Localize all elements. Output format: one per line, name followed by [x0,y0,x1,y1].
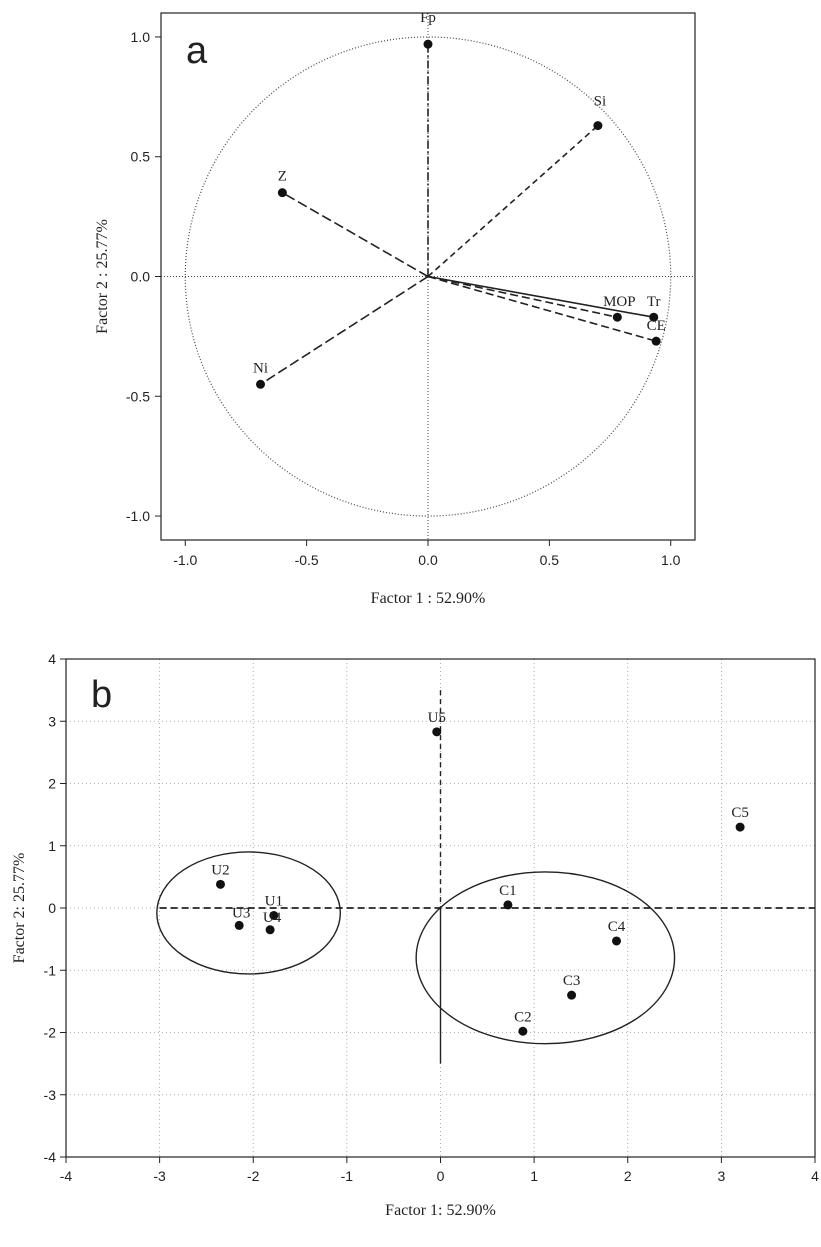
x-tick-label: -0.5 [295,552,319,568]
panel-a-loading-plot: -1.0 -0.5 0.0 0.5 1.0 1.0 0.5 0.0 -0.5 -1.0 Fp Si Z N… [94,10,696,607]
loading-vector [427,275,618,319]
x-tick-label: 0.0 [418,552,438,568]
data-point [265,925,275,935]
point-label: C3 [563,973,581,989]
x-tick-label: 2 [624,1168,632,1184]
data-point [735,822,745,832]
data-point [234,920,244,930]
x-tick-label: -1 [341,1168,354,1184]
data-point [277,188,287,198]
cluster-circle [415,871,676,1045]
y-tick-label: 2 [48,776,56,792]
unit-circle [184,36,672,517]
panel-label-b: b [91,674,112,716]
loading-vector [427,275,657,342]
data-point [215,879,225,889]
y-tick-label: 4 [48,651,56,667]
loading-vector [281,191,429,278]
x-tick-label: -3 [153,1168,166,1184]
point-label: U3 [232,905,250,921]
y-tick-label: 0 [48,900,56,916]
point-label: Si [594,94,607,110]
point-label: Ni [253,360,268,376]
y-tick-label: -4 [44,1149,57,1165]
x-tick-label: 0.5 [540,552,560,568]
x-axis-label-a: Factor 1 : 52.90% [371,590,486,607]
point-label: C1 [499,883,517,899]
data-point [518,1026,528,1036]
point-label: Z [278,169,287,185]
x-tick-label: -2 [247,1168,260,1184]
loading-vector [427,275,654,319]
point-label: U1 [265,893,283,909]
data-point [269,910,279,920]
point-label: MOP [603,294,636,310]
panel-label-a: a [186,30,208,72]
data-point [256,379,266,389]
point-label: CE [647,318,666,334]
x-axis-label-b: Factor 1: 52.90% [385,1202,496,1219]
data-point [612,312,622,322]
data-point [651,336,661,346]
point-label: Fp [420,10,436,26]
data-point [567,990,577,1000]
y-tick-label: -2 [44,1025,57,1041]
x-tick-label: -1.0 [173,552,197,568]
cluster-circle [156,851,342,975]
y-tick-label: -1 [44,962,57,978]
loading-vector [427,124,599,278]
x-tick-label: 3 [717,1168,725,1184]
y-tick-label: -0.5 [126,388,150,404]
point-label: U4 [263,910,282,926]
y-tick-label: 1.0 [131,29,151,45]
point-label: C2 [514,1009,532,1025]
data-point [612,936,622,946]
y-axis-label-b: Factor 2: 25.77% [11,853,28,964]
y-tick-label: -3 [44,1087,57,1103]
y-axis-label-a: Factor 2 : 25.77% [94,219,111,334]
data-point [649,312,659,322]
y-tick-label: 0.5 [131,149,151,165]
x-tick-label: -4 [60,1168,73,1184]
panel-b-score-plot: -4 -3 -2 -1 0 1 2 3 4 4 3 2 1 0 -1 -2 -3 -4 U5 C5 U2 U1 U3 U4 C1… [11,651,819,1219]
data-point [432,727,442,737]
point-label: C4 [608,919,626,935]
y-tick-label: 0.0 [131,269,151,285]
data-point [593,121,603,131]
loading-vector [260,275,429,385]
data-point [423,39,433,49]
x-tick-label: 1.0 [661,552,681,568]
x-tick-label: 4 [811,1168,819,1184]
y-tick-label: 1 [48,838,56,854]
point-label: U2 [211,862,229,878]
x-tick-label: 0 [437,1168,445,1184]
y-tick-label: 3 [48,713,56,729]
point-label: U5 [428,710,446,726]
x-tick-label: 1 [530,1168,538,1184]
point-label: Tr [647,294,661,310]
y-tick-label: -1.0 [126,508,150,524]
point-label: C5 [731,805,749,821]
data-point [503,900,513,910]
